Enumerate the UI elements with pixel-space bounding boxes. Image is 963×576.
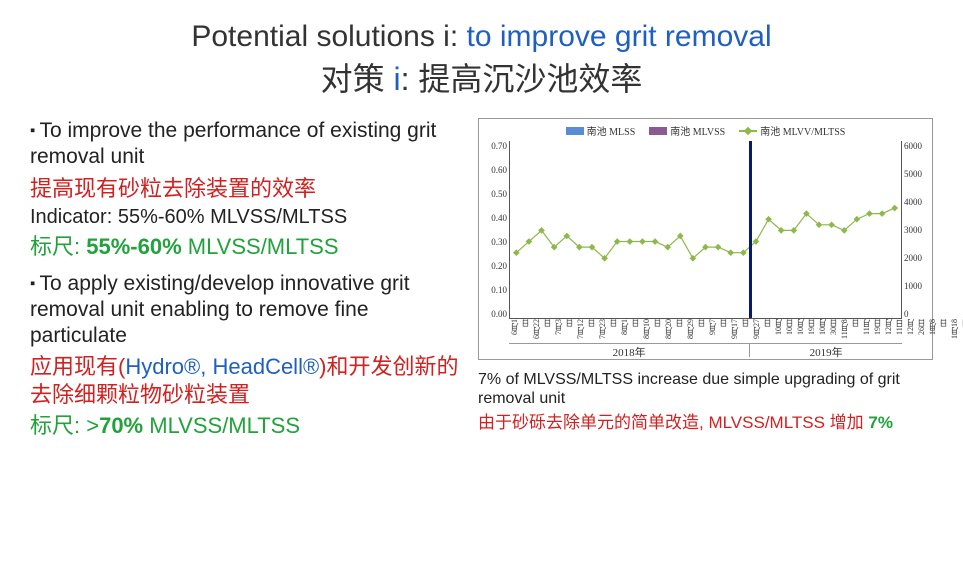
x-tick: 7月3日	[553, 319, 575, 341]
swatch-mlvss	[649, 127, 667, 135]
y-right-tick: 1000	[904, 281, 932, 291]
bullet-2-zh: 应用现有(Hydro®, HeadCell®)和开发创新的去除细颗粒物砂粒装置	[30, 353, 460, 408]
y-right-tick: 4000	[904, 197, 932, 207]
x-tick: 6月1日	[509, 319, 531, 341]
title-line-en: Potential solutions i: to improve grit r…	[30, 20, 933, 54]
brand-sep: ,	[200, 354, 212, 379]
indicator-en: Indicator: 55%-60% MLVSS/MLTSS	[30, 206, 460, 229]
x-tick: 9月17日	[729, 319, 751, 341]
indicator2-zh-label: 标尺: >	[30, 413, 99, 438]
x-tick: 12月26日	[905, 319, 927, 341]
right-column: 南池 MLSS 南池 MLVSS 南池 MLVV/MLTSS 0.700.600…	[478, 118, 933, 450]
year-label: 2018年	[509, 344, 750, 357]
y-left-tick: 0.20	[479, 261, 507, 271]
legend-ratio: 南池 MLVV/MLTSS	[739, 123, 845, 138]
legend-mlss-label: 南池 MLSS	[587, 123, 636, 138]
legend-mlss: 南池 MLSS	[566, 123, 636, 138]
slide-title: Potential solutions i: to improve grit r…	[30, 20, 933, 100]
y-axis-right: 6000 5000 4000 3000 2000 1000 0	[904, 141, 932, 319]
x-tick: 8月1日	[619, 319, 641, 341]
y-right-tick: 3000	[904, 225, 932, 235]
plot-area	[509, 141, 902, 319]
x-tick: 8月10日	[641, 319, 663, 341]
bullet-1-zh: 提高现有砂粒去除装置的效率	[30, 175, 460, 203]
y-left-tick: 0.60	[479, 165, 507, 175]
x-tick: 10月30日	[817, 319, 839, 341]
x-tick: 1月18日	[949, 319, 963, 341]
y-right-tick: 5000	[904, 169, 932, 179]
swatch-ratio	[739, 130, 757, 132]
y-right-tick: 2000	[904, 253, 932, 263]
left-column: To improve the performance of existing g…	[30, 118, 460, 450]
bullet-1-en: To improve the performance of existing g…	[30, 118, 460, 171]
legend-mlvss-label: 南池 MLVSS	[670, 123, 725, 138]
x-tick: 7月23日	[597, 319, 619, 341]
x-tick: 6月22日	[531, 319, 553, 341]
caption-en: 7% of MLVSS/MLTSS increase due simple up…	[478, 370, 933, 408]
indicator-zh-label: 标尺:	[30, 234, 86, 259]
mlss-chart: 南池 MLSS 南池 MLVSS 南池 MLVV/MLTSS 0.700.600…	[478, 118, 933, 360]
x-tick: 1月8日	[927, 319, 949, 341]
legend-mlvss: 南池 MLVSS	[649, 123, 725, 138]
x-tick: 9月7日	[707, 319, 729, 341]
bar-series	[510, 141, 901, 318]
indicator2-zh-value: 70%	[99, 413, 143, 438]
caption-zh: 由于砂砾去除单元的简单改造, MLVSS/MLTSS 增加 7%	[478, 412, 933, 433]
bullet-2-en: To apply existing/develop innovative gri…	[30, 271, 460, 350]
indicator-zh-value: 55%-60%	[86, 234, 181, 259]
y-right-tick: 0	[904, 309, 932, 319]
indicator-zh-unit: MLVSS/MLTSS	[182, 234, 339, 259]
content-row: To improve the performance of existing g…	[30, 118, 933, 450]
b2-zh-pre: 应用现有(	[30, 354, 125, 379]
title-zh-prefix: 对策	[321, 61, 394, 97]
year-divider	[749, 141, 752, 318]
year-label: 2019年	[750, 344, 902, 357]
y-left-tick: 0.40	[479, 213, 507, 223]
y-left-tick: 0.10	[479, 285, 507, 295]
caption-zh-pct: 7%	[868, 413, 893, 432]
indicator2-zh-unit: MLVSS/MLTSS	[143, 413, 300, 438]
hydro-brand: Hydro®	[125, 354, 200, 379]
swatch-mlss	[566, 127, 584, 135]
x-tick: 9月27日	[751, 319, 773, 341]
indicator2-zh: 标尺: >70% MLVSS/MLTSS	[30, 412, 460, 440]
legend-ratio-label: 南池 MLVV/MLTSS	[760, 123, 845, 138]
x-tick: 10月19日	[795, 319, 817, 341]
headcell-brand: HeadCell®	[212, 354, 319, 379]
x-tick: 11月8日	[839, 319, 861, 341]
y-left-tick: 0.70	[479, 141, 507, 151]
title-accent: to improve grit removal	[467, 20, 772, 53]
title-prefix: Potential solutions i:	[191, 20, 466, 53]
y-left-tick: 0.50	[479, 189, 507, 199]
title-line-zh: 对策 i: 提高沉沙池效率	[30, 54, 933, 100]
year-row: 2018年2019年	[509, 343, 902, 357]
x-axis: 6月1日6月22日7月3日7月12日7月23日8月1日8月10日8月20日8月2…	[509, 319, 902, 341]
y-right-tick: 6000	[904, 141, 932, 151]
y-left-tick: 0.00	[479, 309, 507, 319]
chart-legend: 南池 MLSS 南池 MLVSS 南池 MLVV/MLTSS	[479, 123, 932, 138]
x-tick: 10月10日	[773, 319, 795, 341]
caption-zh-text: 由于砂砾去除单元的简单改造, MLVSS/MLTSS 增加	[478, 413, 868, 432]
x-tick: 8月29日	[685, 319, 707, 341]
title-zh-rest: : 提高沉沙池效率	[401, 61, 643, 97]
x-tick: 8月20日	[663, 319, 685, 341]
x-tick: 11月19日	[861, 319, 883, 341]
x-tick: 12月11日	[883, 319, 905, 341]
x-tick: 7月12日	[575, 319, 597, 341]
y-axis-left: 0.70 0.60 0.50 0.40 0.30 0.20 0.10 0.00	[479, 141, 507, 319]
indicator-zh: 标尺: 55%-60% MLVSS/MLTSS	[30, 233, 460, 261]
y-left-tick: 0.30	[479, 237, 507, 247]
title-zh-i: i	[394, 61, 401, 97]
